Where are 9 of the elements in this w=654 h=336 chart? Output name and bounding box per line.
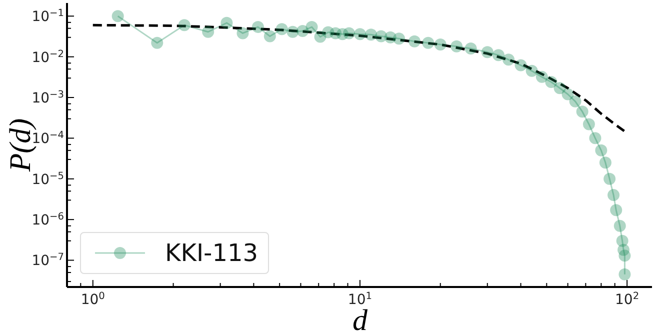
x-tick-label: 10$^{0}$ bbox=[80, 290, 105, 308]
y-tick-label: 10$^{−2}$ bbox=[32, 48, 64, 66]
x-tick-label: 10$^{2}$ bbox=[615, 290, 640, 308]
y-tick-label: 10$^{−3}$ bbox=[32, 88, 64, 106]
y-tick-label: 10$^{−6}$ bbox=[32, 211, 64, 229]
legend-label: KKI-113 bbox=[165, 239, 258, 267]
y-tick-label: 10$^{−5}$ bbox=[32, 170, 64, 188]
y-tick-label: 10$^{−1}$ bbox=[32, 8, 64, 26]
y-tick-label: 10$^{−7}$ bbox=[32, 252, 64, 270]
